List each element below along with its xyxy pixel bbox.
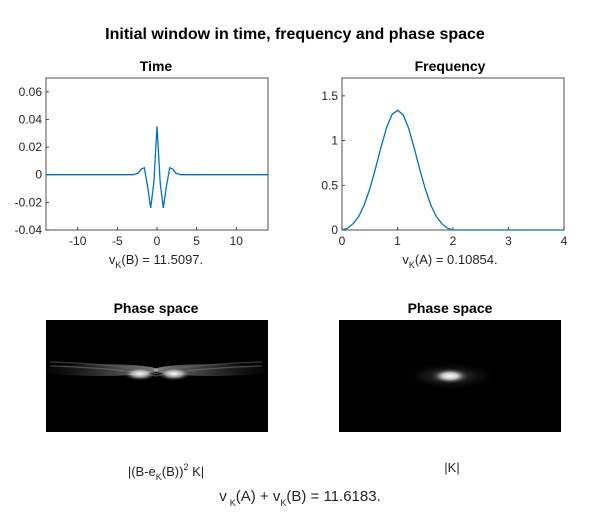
- frequency-plot-ticks: 0 1 2 3 4 1.5 1 0.5 0: [321, 89, 567, 248]
- time-plot-ticks: -10 -5 0 5 10 0.06 0.04 0.02 0 -0.02 -0.04: [15, 85, 244, 248]
- phase-space-right-caption: |K|: [444, 460, 459, 475]
- frequency-plot-caption: vK(A) = 0.10854.: [402, 252, 497, 270]
- time-x-tick-label: -10: [69, 234, 87, 248]
- phase-space-left-title: Phase space: [114, 300, 199, 316]
- phase-space-right-blob: [430, 368, 470, 384]
- frequency-plot-axes-box: [341, 77, 565, 231]
- frequency-y-tick-label: 1.5: [321, 89, 338, 103]
- time-y-tick-label: -0.04: [15, 223, 43, 237]
- time-y-tick-label: 0.04: [19, 112, 43, 126]
- time-y-tick-label: 0.02: [19, 140, 43, 154]
- time-y-tick-label: -0.02: [15, 195, 43, 209]
- time-y-tick-label: 0: [35, 168, 42, 182]
- frequency-x-tick-label: 2: [450, 234, 457, 248]
- time-plot-title: Time: [140, 58, 173, 74]
- phase-space-left-blob-left: [122, 367, 158, 381]
- phase-space-right-plot: Phase space |K|: [339, 300, 561, 475]
- phase-space-left-blob-right: [156, 367, 192, 381]
- summary-caption: v K(A) + vK(B) = 11.6183.: [219, 488, 381, 508]
- time-plot-axes-box: [45, 77, 269, 231]
- phase-space-left-caption: |(B-eK(B))2 K|: [128, 462, 204, 482]
- time-x-tick-label: -5: [112, 234, 123, 248]
- figure-title: Initial window in time, frequency and ph…: [105, 26, 485, 43]
- frequency-x-tick-label: 1: [394, 234, 401, 248]
- frequency-y-tick-label: 0: [331, 223, 338, 237]
- phase-space-left-plot: Phase space |(B-eK(B))2 K|: [42, 300, 270, 482]
- time-x-tick-label: 10: [230, 234, 244, 248]
- frequency-series-line: [341, 109, 564, 231]
- frequency-y-tick-label: 1: [331, 134, 338, 148]
- frequency-x-tick-label: 4: [561, 234, 568, 248]
- phase-space-right-title: Phase space: [408, 300, 493, 316]
- time-y-tick-label: 0.06: [19, 85, 43, 99]
- frequency-y-tick-label: 0.5: [321, 178, 338, 192]
- time-x-tick-label: 0: [154, 234, 161, 248]
- time-plot-caption: vK(B) = 11.5097.: [109, 252, 203, 270]
- frequency-plot: Frequency 0 1 2 3 4 1.5 1 0.5 0 vK(A) = 0.10854.: [321, 58, 567, 270]
- phase-space-left-features: [42, 361, 270, 381]
- time-series-line: [46, 126, 268, 208]
- time-x-tick-label: 5: [193, 234, 200, 248]
- frequency-x-tick-label: 0: [339, 234, 346, 248]
- time-plot: Time -10 -5 0 5 10 0.06 0.04 0.02 0 -0.02 -0.04 vK…: [15, 58, 269, 270]
- frequency-x-tick-label: 3: [505, 234, 512, 248]
- frequency-plot-title: Frequency: [415, 58, 486, 74]
